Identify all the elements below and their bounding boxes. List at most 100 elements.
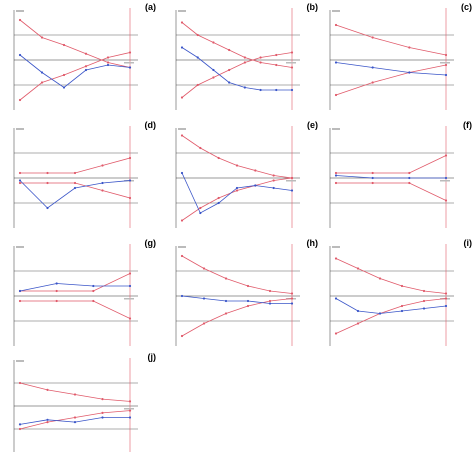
boundary-point xyxy=(334,332,338,335)
panel-label: (b) xyxy=(306,2,319,12)
x-title-mark xyxy=(286,62,296,64)
boundary-line xyxy=(19,382,131,402)
boundary-point xyxy=(444,199,448,202)
boundary-point xyxy=(290,51,294,54)
boundary-point xyxy=(40,81,44,84)
cumulative-z-point xyxy=(254,184,257,187)
boundary-point xyxy=(334,181,338,185)
boundary-point xyxy=(228,68,231,72)
boundary-point xyxy=(101,164,104,167)
cumulative-z-line xyxy=(335,175,446,179)
cumulative-z-point xyxy=(92,284,95,288)
cumulative-z-line xyxy=(335,298,447,314)
boundary-line xyxy=(181,22,293,68)
cumulative-z-line xyxy=(19,180,131,209)
cumulative-z-point xyxy=(55,282,58,285)
y-title-mark xyxy=(178,128,186,130)
boundary-line xyxy=(335,298,447,334)
boundary-point xyxy=(202,267,206,270)
cumulative-z-point xyxy=(180,46,184,49)
cumulative-z-point xyxy=(128,66,132,69)
boundary-point xyxy=(18,181,22,185)
boundary-point xyxy=(371,81,374,84)
boundary-point xyxy=(400,284,404,288)
boundary-line xyxy=(19,19,131,68)
panel-2: (c) xyxy=(316,0,474,118)
boundary-point xyxy=(371,171,374,175)
panel-label: (g) xyxy=(144,238,157,248)
y-title-mark xyxy=(16,360,24,362)
cumulative-z-point xyxy=(235,186,239,190)
boundary-point xyxy=(356,267,360,270)
cumulative-z-point xyxy=(46,418,49,421)
boundary-point xyxy=(334,257,338,260)
cumulative-z-point xyxy=(62,86,66,89)
boundary-point xyxy=(180,21,184,24)
boundary-point xyxy=(243,61,246,64)
boundary-point xyxy=(128,51,132,54)
boundary-line xyxy=(181,135,293,179)
y-title-mark xyxy=(16,10,24,12)
tsa-chart xyxy=(13,244,138,346)
cumulative-z-point xyxy=(128,179,132,182)
cumulative-z-point xyxy=(400,309,404,313)
cumulative-z-point xyxy=(444,304,448,308)
panel-3: (d) xyxy=(0,118,158,236)
boundary-point xyxy=(73,171,77,175)
boundary-point xyxy=(378,277,382,280)
cumulative-z-point xyxy=(290,189,294,192)
cumulative-z-line xyxy=(181,47,292,91)
boundary-point xyxy=(18,18,22,22)
boundary-point xyxy=(128,196,132,200)
boundary-point xyxy=(202,322,206,325)
boundary-point xyxy=(217,156,220,160)
boundary-point xyxy=(334,171,338,175)
boundary-point xyxy=(290,292,294,295)
tsa-chart xyxy=(329,8,454,110)
panel-label: (f) xyxy=(463,120,472,130)
boundary-point xyxy=(217,196,220,200)
cumulative-z-point xyxy=(18,179,22,182)
cumulative-z-point xyxy=(243,86,246,89)
boundary-line xyxy=(335,64,447,96)
boundary-line xyxy=(20,273,131,292)
cumulative-z-point xyxy=(290,302,294,305)
cumulative-z-point xyxy=(334,297,338,300)
boundary-point xyxy=(46,388,49,391)
x-title-mark xyxy=(124,298,134,300)
boundary-point xyxy=(199,146,202,150)
boundary-point xyxy=(272,174,275,177)
cumulative-z-point xyxy=(212,68,215,72)
cumulative-z-line xyxy=(19,54,131,88)
y-title-mark xyxy=(16,246,24,248)
panel-8: (i) xyxy=(316,236,474,354)
tsa-chart xyxy=(13,358,138,452)
boundary-point xyxy=(444,292,448,295)
boundary-point xyxy=(18,427,22,431)
cumulative-z-point xyxy=(334,174,338,177)
boundary-point xyxy=(275,53,278,57)
cumulative-z-point xyxy=(275,88,278,92)
boundary-line xyxy=(20,182,131,199)
cumulative-z-point xyxy=(18,289,22,293)
boundary-point xyxy=(444,297,448,300)
boundary-point xyxy=(128,317,132,320)
boundary-point xyxy=(212,76,215,79)
cumulative-z-point xyxy=(444,176,448,180)
cumulative-z-point xyxy=(408,176,411,180)
y-title-mark xyxy=(332,246,340,248)
cumulative-z-point xyxy=(228,81,231,84)
boundary-point xyxy=(224,277,228,280)
boundary-line xyxy=(20,300,131,319)
boundary-point xyxy=(46,421,49,424)
panel-label: (c) xyxy=(461,2,472,12)
boundary-point xyxy=(272,179,275,182)
boundary-point xyxy=(290,176,294,180)
boundary-point xyxy=(224,312,228,315)
boundary-point xyxy=(196,83,199,87)
boundary-point xyxy=(235,189,239,192)
boundary-point xyxy=(275,63,278,67)
boundary-point xyxy=(55,289,58,293)
cumulative-z-point xyxy=(371,176,374,180)
boundary-point xyxy=(259,56,262,59)
